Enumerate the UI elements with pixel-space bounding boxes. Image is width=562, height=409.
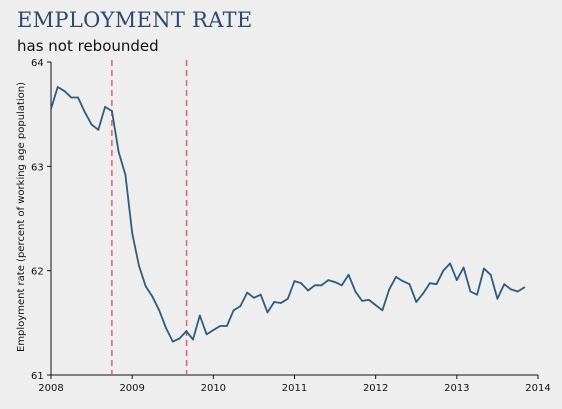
- data-point: [117, 150, 120, 153]
- data-point: [422, 292, 424, 295]
- data-point: [198, 314, 201, 317]
- data-point: [476, 293, 478, 296]
- data-point: [408, 283, 411, 286]
- data-point: [354, 290, 357, 293]
- chart-subtitle: has not rebounded: [17, 37, 159, 55]
- data-point: [50, 108, 52, 110]
- data-point: [124, 173, 127, 176]
- data-point: [205, 333, 208, 336]
- data-point: [111, 110, 113, 112]
- data-point: [401, 280, 404, 282]
- x-tick-label: 2013: [444, 383, 469, 394]
- data-point: [293, 280, 296, 282]
- data-point: [158, 309, 161, 312]
- y-tick-label: 64: [31, 58, 44, 69]
- data-point: [165, 327, 167, 329]
- data-point: [63, 90, 66, 93]
- data-point: [455, 279, 458, 281]
- data-point: [97, 128, 100, 131]
- data-point: [70, 96, 73, 99]
- x-tick-label: 2010: [201, 383, 226, 394]
- data-point: [320, 284, 323, 287]
- data-point: [442, 269, 445, 272]
- y-axis-title: Employment rate (percent of working age …: [16, 82, 27, 352]
- data-point: [286, 297, 289, 300]
- data-point: [334, 281, 336, 283]
- data-point: [313, 284, 316, 287]
- data-point: [192, 338, 194, 341]
- data-point: [83, 111, 86, 113]
- data-point: [374, 304, 377, 306]
- data-point: [435, 283, 438, 286]
- axes-group: 61 62 63 64 2008 2009 2010 2011 2012 2013 2014: [31, 58, 551, 394]
- data-point: [381, 309, 384, 312]
- data-point: [280, 302, 282, 304]
- data-point: [138, 264, 140, 267]
- data-point: [273, 301, 276, 303]
- x-tick-label: 2009: [119, 383, 144, 394]
- data-point: [523, 286, 526, 289]
- data-point: [226, 325, 228, 327]
- y-tick-label: 63: [31, 162, 44, 173]
- data-point: [212, 329, 215, 331]
- data-point: [259, 293, 262, 296]
- data-point: [239, 305, 242, 307]
- data-point: [185, 330, 188, 333]
- data-point: [144, 285, 147, 288]
- data-point: [469, 290, 472, 293]
- data-point: [77, 96, 79, 99]
- data-point: [171, 340, 174, 343]
- reference-lines-group: [111, 60, 188, 375]
- data-point: [347, 273, 350, 276]
- data-point: [246, 291, 249, 294]
- data-point: [483, 267, 485, 270]
- data-point: [496, 297, 499, 300]
- data-point: [300, 282, 303, 285]
- employment-rate-line: [50, 86, 525, 343]
- data-point: [428, 282, 431, 285]
- data-point: [131, 232, 134, 235]
- data-point: [178, 337, 181, 340]
- data-point: [327, 279, 330, 281]
- data-point: [151, 295, 154, 298]
- x-tick-label: 2012: [363, 383, 388, 394]
- data-point: [388, 288, 391, 291]
- data-point: [307, 289, 309, 292]
- data-point: [361, 300, 363, 302]
- x-tick-label: 2011: [282, 383, 307, 394]
- data-point: [503, 283, 506, 286]
- data-point: [368, 299, 370, 301]
- data-point: [266, 311, 269, 314]
- series-group: [50, 86, 526, 343]
- data-point: [56, 86, 59, 88]
- data-point: [232, 309, 235, 312]
- data-point: [340, 284, 343, 287]
- y-tick-label: 62: [31, 267, 44, 278]
- data-point: [449, 262, 451, 265]
- x-tick-label: 2014: [525, 383, 550, 394]
- data-point: [489, 273, 492, 276]
- data-point: [253, 296, 255, 299]
- data-point: [219, 325, 222, 327]
- x-tick-label: 2008: [38, 383, 63, 394]
- data-point: [462, 266, 465, 269]
- data-point: [516, 290, 519, 293]
- y-tick-label: 61: [31, 371, 44, 382]
- chart-title: EMPLOYMENT RATE: [17, 8, 253, 32]
- data-point: [415, 301, 418, 303]
- data-point: [395, 276, 397, 278]
- data-point: [90, 123, 93, 126]
- data-point: [104, 106, 106, 108]
- data-point: [510, 288, 512, 291]
